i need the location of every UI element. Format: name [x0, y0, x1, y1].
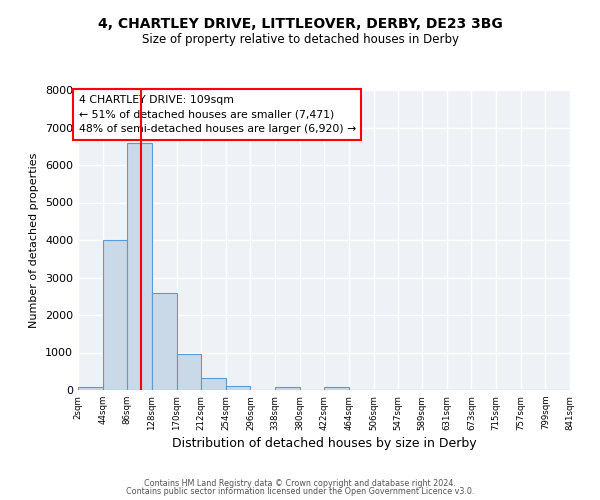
Bar: [201, 378, 226, 390]
Bar: [127, 142, 152, 390]
Y-axis label: Number of detached properties: Number of detached properties: [29, 152, 40, 328]
Text: 4 CHARTLEY DRIVE: 109sqm
← 51% of detached houses are smaller (7,471)
48% of sem: 4 CHARTLEY DRIVE: 109sqm ← 51% of detach…: [79, 95, 356, 134]
Bar: [226, 386, 250, 390]
Bar: [103, 240, 127, 390]
Bar: [176, 354, 201, 390]
Text: Contains HM Land Registry data © Crown copyright and database right 2024.: Contains HM Land Registry data © Crown c…: [144, 478, 456, 488]
Bar: [78, 388, 103, 390]
Text: Size of property relative to detached houses in Derby: Size of property relative to detached ho…: [142, 32, 458, 46]
Bar: [275, 388, 299, 390]
Bar: [324, 388, 349, 390]
Text: 4, CHARTLEY DRIVE, LITTLEOVER, DERBY, DE23 3BG: 4, CHARTLEY DRIVE, LITTLEOVER, DERBY, DE…: [98, 18, 502, 32]
X-axis label: Distribution of detached houses by size in Derby: Distribution of detached houses by size …: [172, 436, 476, 450]
Bar: [152, 292, 176, 390]
Text: Contains public sector information licensed under the Open Government Licence v3: Contains public sector information licen…: [126, 487, 474, 496]
